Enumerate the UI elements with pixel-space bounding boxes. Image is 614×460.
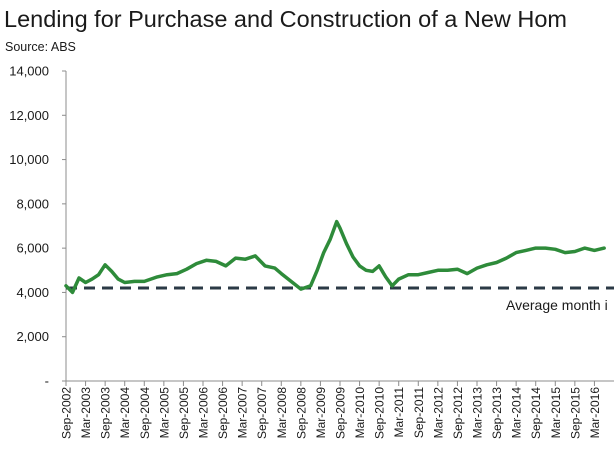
x-tick-label: Mar-2016 xyxy=(588,387,602,439)
x-tick-label: Mar-2007 xyxy=(236,387,250,439)
y-tick-label: 8,000 xyxy=(16,196,49,211)
x-tick-label: Mar-2006 xyxy=(197,387,211,439)
y-tick-label: 2,000 xyxy=(16,329,49,344)
x-tick-label: Sep-2002 xyxy=(60,387,74,439)
x-tick-label: Mar-2015 xyxy=(549,387,563,439)
average-annotation: Average month i xyxy=(506,297,608,313)
x-tick-label: Sep-2011 xyxy=(412,387,426,438)
x-tick-label: Mar-2003 xyxy=(79,387,93,439)
x-tick-label: Sep-2012 xyxy=(451,387,465,439)
x-tick-label: Sep-2006 xyxy=(216,387,230,439)
x-tick-label: Sep-2013 xyxy=(490,387,504,439)
x-tick-label: Mar-2013 xyxy=(471,387,485,439)
x-tick-label: Sep-2007 xyxy=(255,387,269,439)
x-tick-label: Mar-2014 xyxy=(510,387,524,439)
x-tick-label: Mar-2004 xyxy=(118,387,132,439)
y-tick-label: 12,000 xyxy=(9,108,49,123)
y-tick-label: 6,000 xyxy=(16,241,49,256)
y-tick-label: 4,000 xyxy=(16,285,49,300)
x-tick-label: Sep-2010 xyxy=(373,387,387,439)
chart-source: Source: ABS xyxy=(5,40,76,54)
x-tick-label: Mar-2005 xyxy=(157,387,171,439)
x-tick-label: Mar-2011 xyxy=(392,387,406,438)
y-tick-label: 14,000 xyxy=(9,64,49,79)
x-tick-label: Sep-2004 xyxy=(138,387,152,439)
x-axis: Sep-2002 Mar-2003 Sep-2003 Mar-2004 Sep-2004… xyxy=(60,380,614,439)
x-tick-label: Mar-2008 xyxy=(275,387,289,439)
x-tick-label: Sep-2009 xyxy=(334,387,348,439)
chart-title: Lending for Purchase and Construction of… xyxy=(4,6,568,32)
x-tick-label: Sep-2005 xyxy=(177,387,191,439)
x-tick-label: Sep-2015 xyxy=(568,387,582,439)
y-axis: - 2,000 4,000 6,000 8,000 10,000 12,000 14,000 xyxy=(9,64,67,389)
y-tick-label: - xyxy=(45,374,49,389)
y-tick-label: 10,000 xyxy=(9,152,49,167)
x-tick-label: Mar-2009 xyxy=(314,387,328,439)
x-tick-label: Mar-2010 xyxy=(353,387,367,439)
x-tick-label: Sep-2008 xyxy=(294,387,308,439)
lending-series-line xyxy=(64,219,606,295)
x-tick-label: Mar-2012 xyxy=(431,387,445,439)
x-tick-label: Sep-2014 xyxy=(529,387,543,439)
x-tick-label: Sep-2003 xyxy=(99,387,113,439)
series-area xyxy=(64,219,614,295)
